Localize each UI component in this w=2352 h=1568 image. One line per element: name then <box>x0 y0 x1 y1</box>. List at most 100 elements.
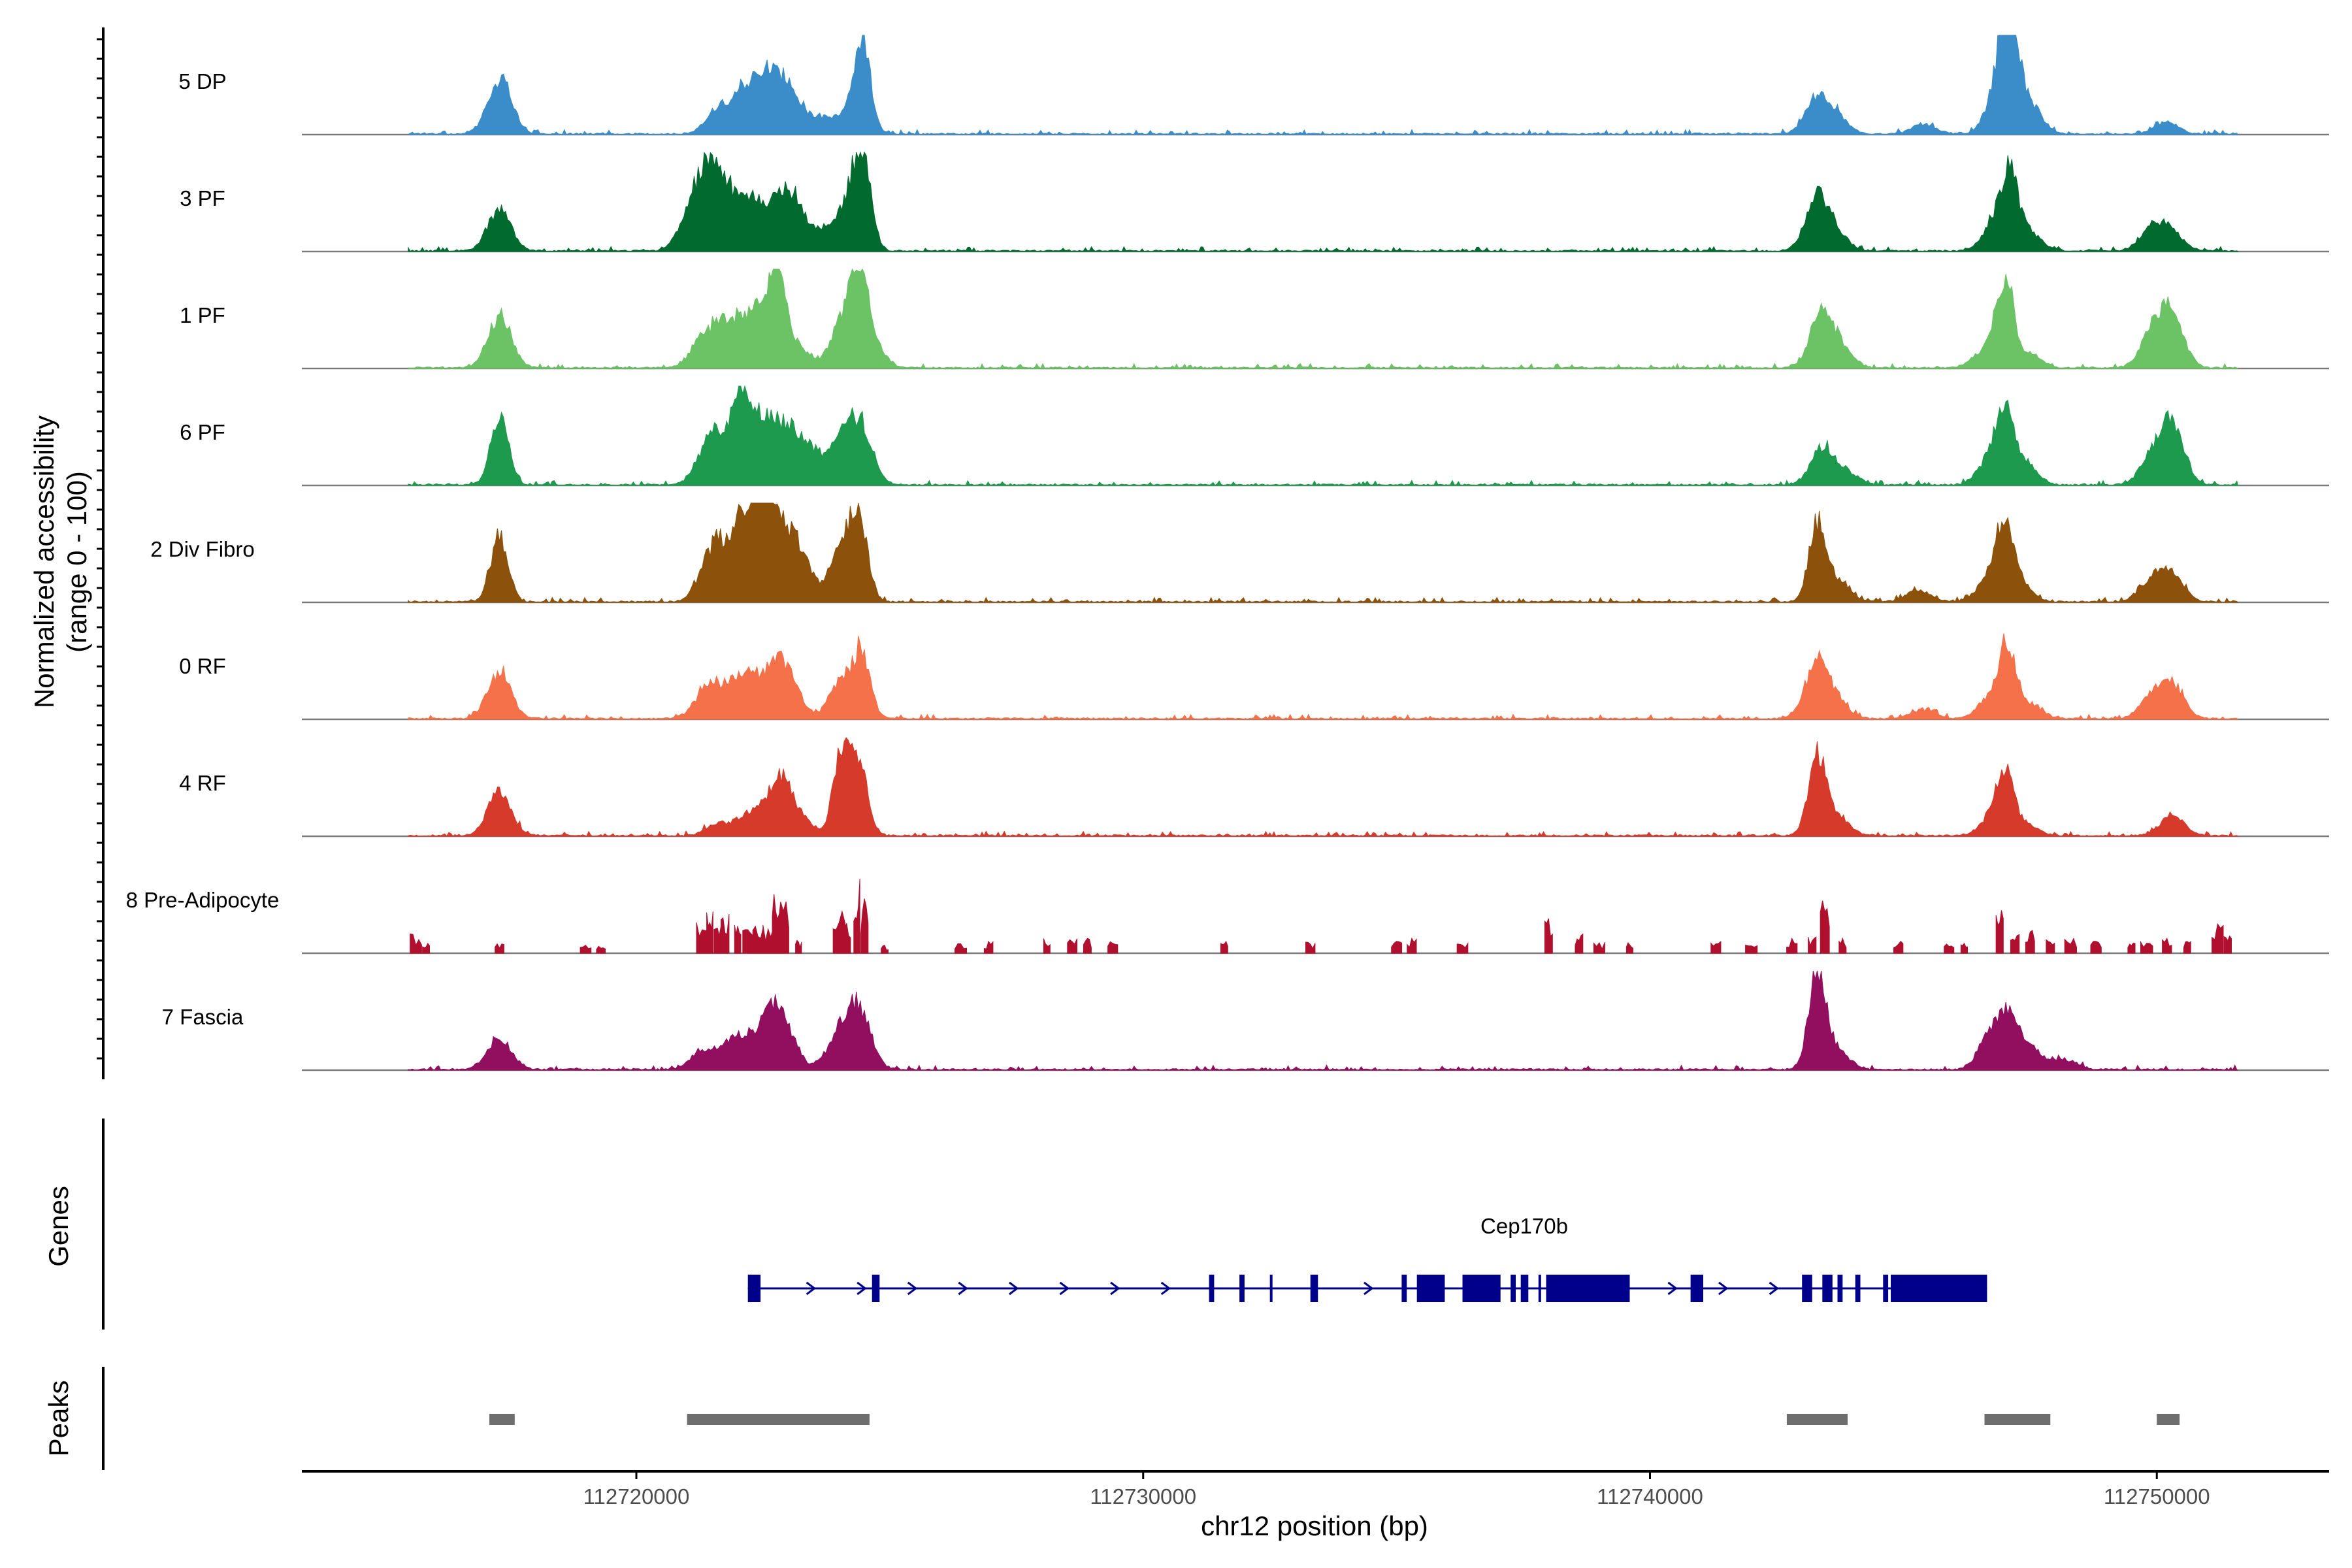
track-8-pre-adipocyte: 8 Pre-Adipocyte <box>126 879 2329 955</box>
coverage-spike <box>713 926 721 954</box>
strand-arrow-icon <box>1364 1281 1374 1296</box>
coverage-spike <box>2140 940 2153 954</box>
gene-exon <box>1546 1275 1630 1302</box>
coverage-spike <box>706 911 713 954</box>
track-label: 1 PF <box>180 303 225 327</box>
peak-region <box>687 1414 870 1425</box>
coverage-area <box>408 502 2239 603</box>
strand-arrow-icon <box>857 1281 867 1296</box>
coverage-spike <box>1391 941 1403 954</box>
gene-exon <box>747 1275 761 1302</box>
strand-arrow-icon <box>1160 1281 1171 1296</box>
coverage-spike <box>1456 942 1469 954</box>
gene-exon <box>1209 1275 1215 1302</box>
genes-panel-title: Genes <box>43 1186 74 1267</box>
coverage-tracks: 5 DP 3 PF 1 PF 6 PF 2 Div Fibro 0 RF 4 RF 8 Pre… <box>126 35 2329 1071</box>
y-axis-title: Normalized accessibility (range 0 - 100) <box>29 416 92 708</box>
coverage-spike <box>1575 933 1584 954</box>
coverage-spike <box>795 939 802 954</box>
strand-arrow-icon <box>958 1281 968 1296</box>
strand-arrow-icon <box>1009 1281 1019 1296</box>
gene-exon <box>1416 1275 1445 1302</box>
gene-exon <box>872 1275 880 1302</box>
gene-exon <box>1310 1275 1318 1302</box>
gene-exon <box>1802 1275 1812 1302</box>
coverage-spike <box>2064 938 2077 954</box>
gene-exon <box>1538 1275 1541 1302</box>
coverage-spike <box>2127 942 2136 954</box>
coverage-spike <box>410 933 422 954</box>
track-label: 8 Pre-Adipocyte <box>126 888 280 912</box>
track-4-rf: 4 RF <box>179 737 2329 838</box>
coverage-area <box>408 35 2239 135</box>
coverage-spike <box>1944 943 1955 954</box>
coverage-spike <box>2212 923 2224 954</box>
gene-exon <box>1269 1275 1273 1302</box>
coverage-area <box>408 385 2239 486</box>
coverage-spike <box>734 924 742 954</box>
strand-arrow-icon <box>907 1281 918 1296</box>
coverage-spike <box>842 923 851 954</box>
strand-arrow-icon <box>1059 1281 1070 1296</box>
peak-region <box>1984 1414 2051 1425</box>
coverage-spike <box>422 943 430 954</box>
coverage-spike <box>1745 944 1758 954</box>
gene-exon <box>1520 1275 1529 1302</box>
gene-exon <box>1462 1275 1501 1302</box>
coverage-spike <box>1710 941 1722 954</box>
coverage-spike <box>1995 910 2004 954</box>
coverage-spike <box>742 929 753 954</box>
coverage-spike <box>2025 930 2035 954</box>
track-label: 5 DP <box>178 69 226 93</box>
track-label: 0 RF <box>179 654 226 678</box>
coverage-area <box>408 151 2239 252</box>
coverage-spike <box>1625 942 1633 954</box>
coverage-spike <box>955 943 967 954</box>
track-label: 6 PF <box>180 420 225 444</box>
coverage-spike <box>983 940 994 954</box>
coverage-spike <box>777 901 789 954</box>
coverage-spike <box>762 924 774 954</box>
coverage-spike <box>495 943 504 954</box>
coverage-spike <box>596 945 606 954</box>
strand-arrow-icon <box>1110 1281 1120 1296</box>
track-label: 7 Fascia <box>162 1005 244 1029</box>
coverage-spike <box>1544 918 1553 954</box>
peak-region <box>2157 1414 2180 1425</box>
coverage-spike <box>752 925 764 954</box>
gene-exon <box>1855 1275 1861 1302</box>
coverage-area <box>408 737 2239 837</box>
gene-annotation: Cep170b <box>747 1214 1987 1302</box>
gene-exon <box>1837 1275 1843 1302</box>
x-tick-label: 112730000 <box>1090 1484 1196 1509</box>
x-tick-label: 112750000 <box>2104 1484 2210 1509</box>
gene-exon <box>1891 1275 1987 1302</box>
coverage-area <box>408 970 2238 1071</box>
strand-arrow-icon <box>1667 1281 1678 1296</box>
track-5-dp: 5 DP <box>178 35 2329 136</box>
coverage-spike <box>1838 937 1847 954</box>
gene-exon <box>1822 1275 1833 1302</box>
coverage-spike <box>2223 935 2232 954</box>
track-label: 3 PF <box>180 186 225 210</box>
coverage-spike <box>853 879 860 954</box>
gene-exon <box>1883 1275 1889 1302</box>
coverage-spike <box>1407 937 1417 954</box>
coverage-spike <box>860 898 869 954</box>
coverage-spike <box>881 945 889 954</box>
peaks-panel-title: Peaks <box>43 1380 74 1457</box>
coverage-spike <box>1043 938 1051 954</box>
x-tick-label: 112740000 <box>1597 1484 1703 1509</box>
peak-regions <box>489 1414 2180 1425</box>
y-axis-title-line1: Normalized accessibility <box>29 416 59 708</box>
coverage-spike <box>696 922 709 954</box>
strand-arrow-icon <box>1769 1281 1780 1296</box>
coverage-spike <box>1220 940 1228 954</box>
x-axis-title: chr12 position (bp) <box>1201 1511 1428 1541</box>
gene-label-cep170b: Cep170b <box>1480 1214 1568 1238</box>
track-2-div-fibro: 2 Div Fibro <box>150 502 2329 604</box>
gene-exon <box>1239 1275 1245 1302</box>
y-axis-title-line2: (range 0 - 100) <box>61 471 92 653</box>
coverage-spike <box>721 914 730 954</box>
